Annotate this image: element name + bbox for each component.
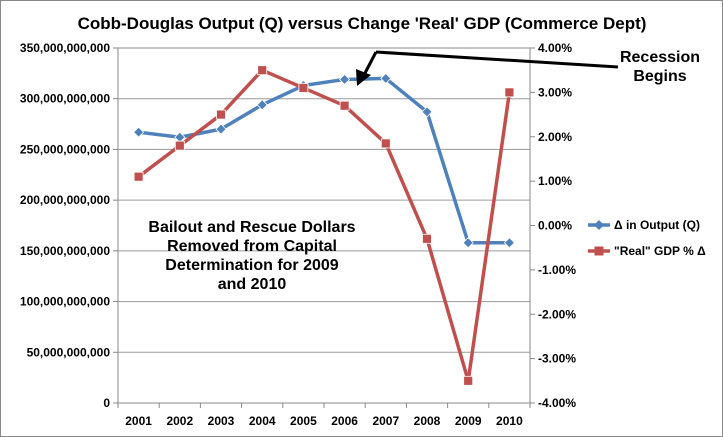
x-tick-label: 2002 — [166, 414, 193, 428]
right-tick-label: 2.00% — [538, 130, 572, 144]
recession-arrowhead — [356, 69, 371, 86]
x-tick-label: 2010 — [496, 414, 523, 428]
series-line — [138, 76, 510, 245]
right-tick-label: 4.00% — [538, 41, 572, 55]
data-point — [462, 237, 474, 249]
data-point — [380, 72, 392, 84]
bailout-label: Determination for 2009 — [165, 257, 338, 274]
left-tick-label: 300,000,000,000 — [20, 92, 110, 106]
data-point — [422, 233, 432, 244]
x-tick-label: 2004 — [249, 414, 276, 428]
data-point — [216, 109, 226, 120]
data-point — [503, 237, 515, 249]
x-tick-label: 2007 — [372, 414, 399, 428]
x-axis: 2001 2002 2003 2004 2005 2006 2007 2008 2009 2010 — [117, 403, 531, 428]
left-tick-label: 50,000,000,000 — [27, 345, 111, 359]
data-point — [463, 375, 474, 386]
left-tick-label: 200,000,000,000 — [20, 193, 110, 207]
right-tick-label: -2.00% — [538, 307, 576, 321]
data-point — [256, 99, 268, 111]
recession-arrow-line — [375, 50, 619, 69]
x-tick-label: 2001 — [125, 414, 152, 428]
data-point — [215, 123, 227, 135]
left-tick-label: 0 — [103, 396, 110, 410]
recession-arrow-line — [362, 51, 378, 76]
x-tick-label: 2009 — [455, 414, 482, 428]
x-tick-label: 2006 — [331, 414, 358, 428]
bailout-label: and 2010 — [218, 276, 287, 293]
data-point — [504, 87, 515, 98]
legend-marker — [594, 246, 604, 256]
legend-label: "Real" GDP % Δ — [614, 244, 706, 258]
x-tick-label: 2003 — [208, 414, 235, 428]
left-tick-label: 150,000,000,000 — [20, 244, 110, 258]
right-tick-label: -4.00% — [538, 396, 576, 410]
data-point — [339, 100, 350, 111]
recession-label: Recession — [620, 49, 700, 66]
legend-label: Δ in Output (Q) — [614, 218, 700, 232]
legend-marker — [594, 220, 604, 230]
left-tick-label: 100,000,000,000 — [20, 295, 110, 309]
bailout-label: Removed from Capital — [167, 238, 337, 255]
data-point — [380, 138, 391, 149]
series-2 — [133, 65, 515, 386]
annotations: Recession Begins Bailout and Rescue Dollar… — [148, 49, 700, 293]
right-tick-label: 1.00% — [538, 174, 572, 188]
legend: Δ in Output (Q) "Real" GDP % Δ — [588, 218, 706, 258]
right-tick-label: -1.00% — [538, 263, 576, 277]
data-point — [133, 171, 144, 182]
data-point — [339, 73, 351, 86]
data-point — [421, 106, 433, 118]
recession-label: Begins — [633, 68, 686, 85]
bailout-label: Bailout and Rescue Dollars — [148, 219, 355, 236]
data-point — [133, 126, 145, 138]
data-point — [174, 140, 185, 151]
data-point — [298, 83, 309, 93]
right-tick-label: 0.00% — [538, 219, 572, 233]
right-tick-label: 3.00% — [538, 85, 572, 99]
x-tick-label: 2008 — [414, 414, 441, 428]
left-tick-label: 250,000,000,000 — [20, 142, 110, 156]
series-layer — [133, 65, 515, 386]
series-line — [137, 68, 512, 383]
right-axis: -4.00% -3.00% -2.00% -1.00% 0.00% 1.00% 2.00% 3… — [530, 41, 576, 410]
x-tick-label: 2005 — [290, 414, 317, 428]
right-tick-label: -3.00% — [538, 352, 576, 366]
data-point — [257, 65, 268, 76]
series-1 — [133, 72, 515, 249]
left-axis: 0 50,000,000,000 100,000,000,000 150,000,00… — [20, 41, 118, 410]
left-tick-label: 350,000,000,000 — [20, 41, 110, 55]
chart-title: Cobb-Douglas Output (Q) versus Change 'R… — [78, 14, 647, 33]
